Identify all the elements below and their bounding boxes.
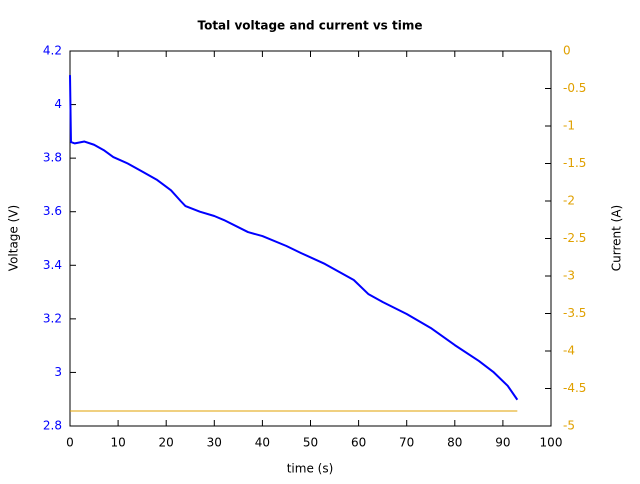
x-axis-label: time (s)	[287, 462, 334, 476]
y-tick-label: 2.8	[43, 419, 62, 433]
x-tick-label: 50	[303, 436, 318, 450]
y2-tick-label: -2.5	[563, 231, 586, 245]
y2-tick-label: -2	[563, 194, 575, 208]
chart-title: Total voltage and current vs time	[197, 19, 422, 33]
y-tick-label: 4	[54, 97, 62, 111]
x-tick-label: 70	[399, 436, 414, 450]
y-tick-label: 3.4	[43, 258, 62, 272]
y2-axis-label: Current (A)	[610, 205, 624, 271]
x-tick-label: 60	[351, 436, 366, 450]
y-tick-label: 3.6	[43, 204, 62, 218]
y-axis-label: Voltage (V)	[7, 205, 21, 271]
y-tick-label: 3	[54, 365, 62, 379]
y2-tick-label: -1	[563, 119, 575, 133]
x-tick-label: 100	[540, 436, 563, 450]
y-tick-label: 3.8	[43, 151, 62, 165]
x-tick-label: 20	[159, 436, 174, 450]
y2-tick-label: -0.5	[563, 81, 586, 95]
y2-tick-label: -1.5	[563, 156, 586, 170]
x-tick-label: 30	[207, 436, 222, 450]
x-tick-label: 0	[66, 436, 74, 450]
x-tick-label: 90	[495, 436, 510, 450]
y2-tick-label: -3	[563, 269, 575, 283]
x-tick-label: 80	[447, 436, 462, 450]
y2-tick-label: -4.5	[563, 381, 586, 395]
x-tick-label: 40	[255, 436, 270, 450]
y2-tick-label: -5	[563, 419, 575, 433]
y2-tick-label: -4	[563, 344, 575, 358]
data-line	[69, 75, 519, 401]
x-tick-label: 10	[110, 436, 125, 450]
y2-tick-label: 0	[563, 44, 571, 58]
y-tick-label: 4.2	[43, 44, 62, 58]
y-tick-label: 3.2	[43, 311, 62, 325]
y2-tick-label: -3.5	[563, 306, 586, 320]
